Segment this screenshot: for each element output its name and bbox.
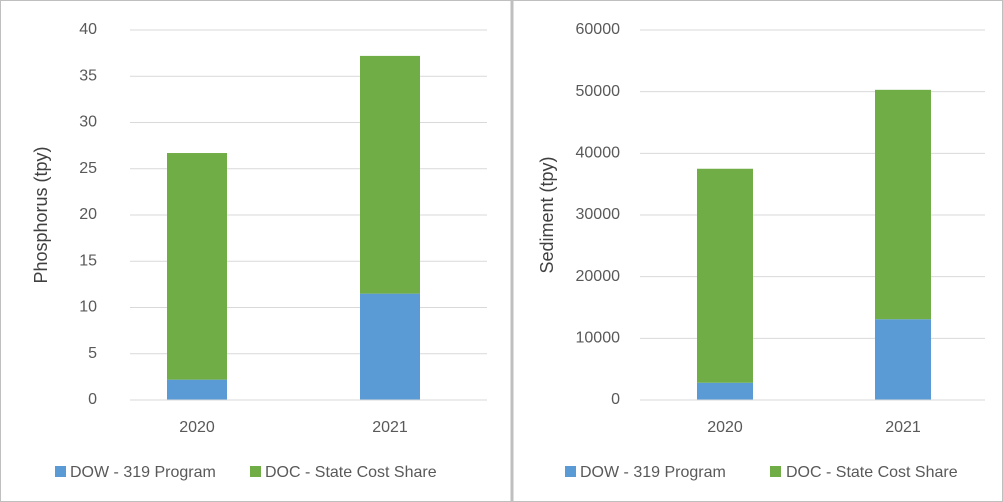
y-tick-label: 20000 [576, 268, 621, 285]
y-tick-label: 35 [79, 67, 97, 84]
x-tick-label: 2020 [179, 419, 215, 436]
bar-segment [360, 293, 420, 400]
x-tick-label: 2021 [372, 419, 408, 436]
legend-swatch [770, 466, 781, 477]
legend-label: DOW - 319 Program [70, 464, 216, 481]
bar-segment [167, 379, 227, 400]
y-tick-label: 5 [88, 345, 97, 362]
x-tick-label: 2020 [707, 419, 743, 436]
y-tick-label: 20 [79, 206, 97, 223]
legend-label: DOC - State Cost Share [786, 464, 958, 481]
y-tick-label: 10 [79, 299, 97, 316]
y-tick-label: 0 [611, 391, 620, 408]
legend-swatch [55, 466, 66, 477]
y-axis-label: Sediment (tpy) [537, 156, 557, 273]
y-tick-label: 30 [79, 114, 97, 131]
y-tick-label: 50000 [576, 83, 621, 100]
legend-label: DOW - 319 Program [580, 464, 726, 481]
y-tick-label: 40000 [576, 145, 621, 162]
legend-swatch [565, 466, 576, 477]
bar-segment [697, 382, 753, 400]
y-tick-label: 10000 [576, 330, 621, 347]
y-axis-label: Phosphorus (tpy) [31, 146, 51, 283]
y-tick-label: 40 [79, 21, 97, 38]
legend-swatch [250, 466, 261, 477]
y-tick-label: 25 [79, 160, 97, 177]
bar-segment [697, 168, 753, 383]
y-tick-label: 60000 [576, 21, 621, 38]
bar-segment [167, 153, 227, 380]
x-tick-label: 2021 [885, 419, 921, 436]
bar-segment [875, 89, 931, 320]
bar-segment [875, 319, 931, 400]
legend-label: DOC - State Cost Share [265, 464, 437, 481]
bar-segment [360, 55, 420, 294]
y-tick-label: 0 [88, 391, 97, 408]
y-tick-label: 15 [79, 252, 97, 269]
y-tick-label: 30000 [576, 206, 621, 223]
